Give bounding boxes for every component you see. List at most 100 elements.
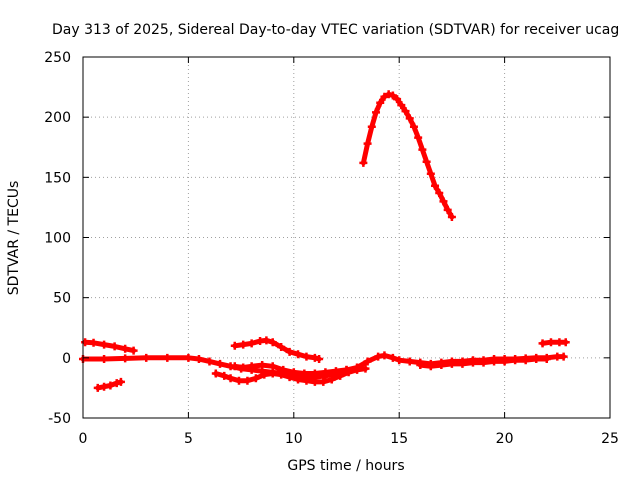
data-point [319,377,328,386]
series-arc-wave [230,361,362,378]
data-point [363,357,372,366]
data-point [262,336,271,345]
data-point [302,376,311,385]
data-point [277,343,286,352]
data-point [116,377,125,386]
data-point [289,368,298,377]
series-arc-peak [359,90,456,222]
data-point [342,365,351,374]
data-point [546,338,555,347]
series-arc-baseline [79,351,568,382]
y-tick-label: -50 [48,411,71,427]
data-point [327,375,336,384]
data-point [422,157,431,166]
data-point [479,358,488,367]
x-tick-label: 10 [285,431,303,447]
data-point [418,145,427,154]
data-point [336,371,345,380]
data-point [110,342,119,351]
data-point [220,371,229,380]
data-point [559,352,568,361]
data-point [239,363,248,372]
data-point [388,353,397,362]
y-axis: -50 0 50 100 150 200 250 [44,50,610,427]
y-tick-label: 0 [62,351,71,367]
data-point [300,369,309,378]
data-point [414,133,423,142]
series-arc-baseline-2 [416,355,551,371]
data-point [532,355,541,364]
data-point [142,353,151,362]
plot-border [82,56,611,419]
data-point [81,338,90,347]
data-point [294,375,303,384]
data-point [302,352,311,361]
data-point [405,357,414,366]
series-arc-lower-left [93,377,125,392]
data-point [247,339,256,348]
data-point [315,355,324,364]
data-point [380,92,389,101]
data-point [401,107,410,116]
data-point [268,338,277,347]
data-point [285,347,294,356]
data-point [331,367,340,376]
data-point [194,355,203,364]
y-axis-label: SDTVAR / TECUs [6,181,22,296]
y-tick-label: 100 [44,231,71,247]
data-point [542,355,551,364]
data-point [226,374,235,383]
data-point [393,95,402,104]
data-point [100,355,109,364]
data-point [310,377,319,386]
data-point [437,361,446,370]
data-point [294,350,303,359]
data-point [561,338,570,347]
x-tick-label: 15 [390,431,408,447]
data-point [363,139,372,148]
data-point [468,358,477,367]
chart-title: Day 313 of 2025, Sidereal Day-to-day VTE… [52,22,619,38]
data-point [426,362,435,371]
data-point [100,340,109,349]
data-point [106,381,115,390]
data-point [205,357,214,366]
data-point [367,122,376,131]
data-point [277,370,286,379]
series-arc-mid [230,336,324,364]
y-tick-label: 150 [44,170,71,186]
series-line [360,91,455,220]
data-layer [79,90,570,392]
data-point [239,340,248,349]
data-point [511,356,520,365]
data-point [397,101,406,110]
data-point [431,181,440,190]
x-tick-label: 5 [184,431,193,447]
data-point [121,354,130,363]
data-point [268,369,277,378]
data-point [359,158,368,167]
x-tick-label: 0 [79,431,88,447]
data-point [216,359,225,368]
data-point [426,169,435,178]
data-point [405,114,414,123]
x-axis-label: GPS time / hours [287,458,404,474]
series-arc-right-top [538,338,570,348]
data-point [439,197,448,206]
data-point [310,369,319,378]
data-point [234,376,243,385]
data-point [500,357,509,366]
data-point [211,369,220,378]
data-point [447,359,456,368]
x-tick-label: 25 [601,431,619,447]
data-point [321,368,330,377]
x-tick-label: 20 [496,431,514,447]
data-point [268,362,277,371]
data-point [372,108,381,117]
y-tick-label: 250 [44,50,71,66]
series-arc-dip [211,364,370,386]
data-point [251,374,260,383]
data-point [409,122,418,131]
data-point [258,361,267,370]
